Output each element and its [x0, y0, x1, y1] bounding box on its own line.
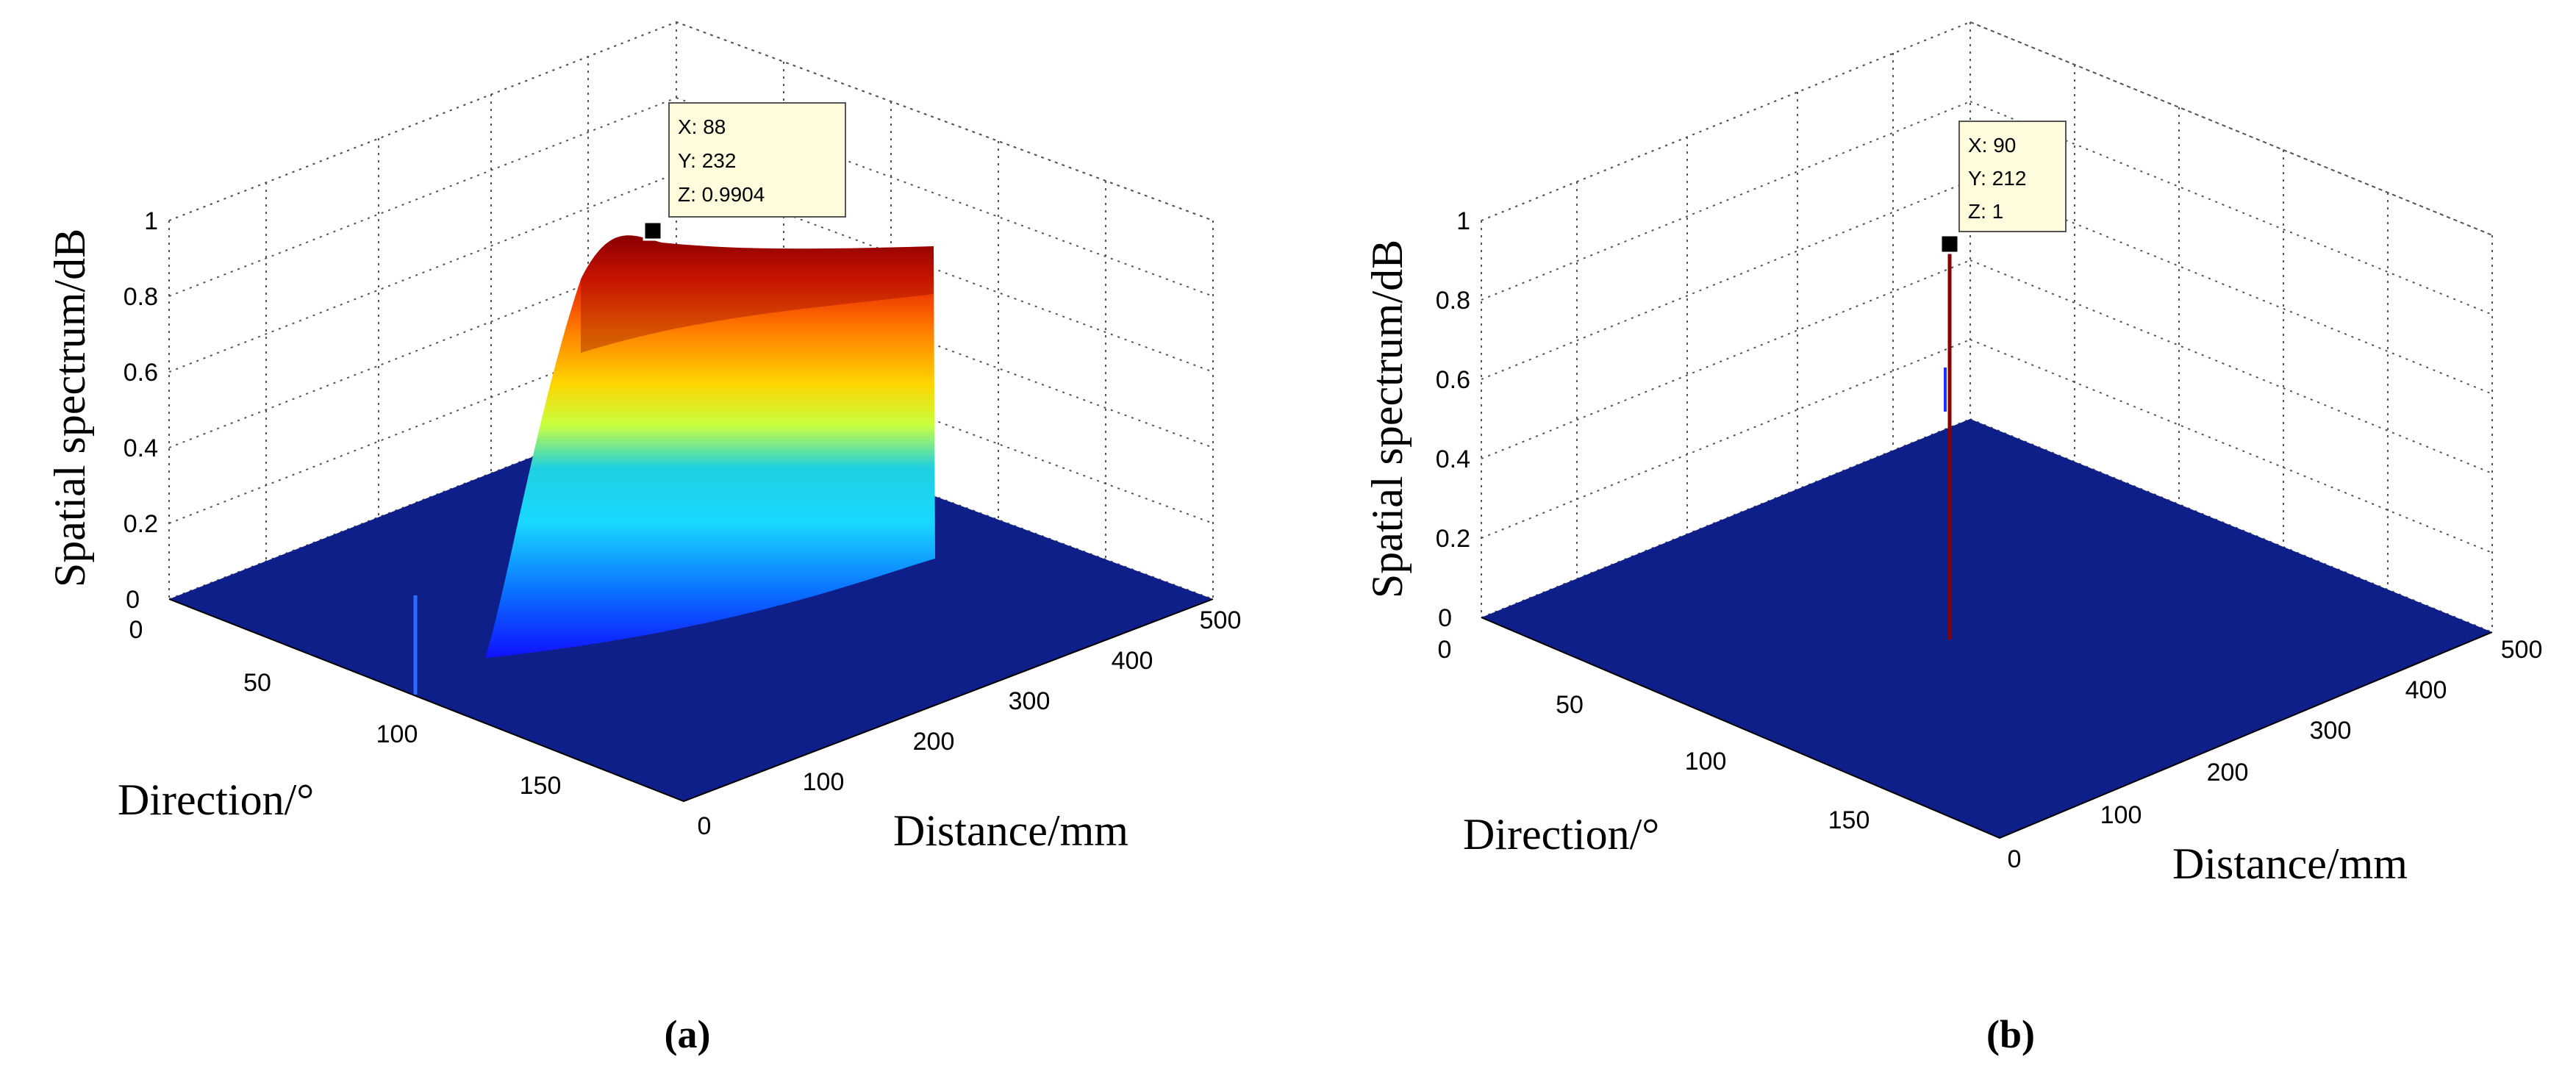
panel-a-z-tick: 0 — [126, 586, 140, 614]
panel-a-datatip-marker — [643, 221, 663, 241]
panel-b-z-ticks: 0 0.2 0.4 0.6 0.8 1 — [1436, 207, 1470, 632]
panel-b-x-tick: 100 — [1685, 748, 1727, 775]
panel-b-z-tick: 0.4 — [1436, 445, 1470, 473]
panel-b: 0 0.2 0.4 0.6 0.8 1 0 50 100 150 0 100 2… — [1363, 21, 2543, 1056]
panel-b-floor — [1481, 419, 2492, 838]
panel-a-y-tick: 200 — [913, 728, 955, 756]
panel-b-datatip-x: X: 90 — [1968, 134, 2016, 157]
panel-b-xlabel: Direction/° — [1463, 810, 1659, 859]
panel-a-x-tick: 100 — [376, 720, 418, 748]
panel-b-z-tick: 0.8 — [1436, 287, 1470, 315]
panel-b-y-tick: 300 — [2310, 717, 2352, 745]
panel-b-z-tick: 0.2 — [1436, 525, 1470, 553]
panel-b-y-ticks: 0 100 200 300 400 500 — [2008, 636, 2543, 873]
panel-a-datatip-y: Y: 232 — [678, 149, 736, 172]
panel-b-z-tick: 0.6 — [1436, 366, 1470, 394]
panel-a-z-tick: 0.2 — [124, 510, 158, 538]
panel-a-datatip-box — [668, 102, 846, 218]
panel-a-z-ticks: 0 0.2 0.4 0.6 0.8 1 — [124, 207, 158, 614]
panel-a-z-tick: 0.4 — [124, 434, 158, 462]
panel-b-y-tick: 400 — [2405, 676, 2447, 704]
panel-a-y-tick: 0 — [698, 812, 712, 840]
panel-a-y-ticks: 0 100 200 300 400 500 — [698, 606, 1242, 840]
panel-a-label: (a) — [665, 1012, 711, 1056]
panel-a-x-tick: 50 — [243, 669, 271, 697]
panel-b-x-tick: 150 — [1828, 806, 1870, 834]
panel-b-y-tick: 100 — [2100, 801, 2142, 829]
panel-b-x-ticks: 0 50 100 150 — [1438, 636, 1870, 834]
panel-a-z-tick: 0.8 — [124, 283, 158, 311]
panel-b-z-tick: 0 — [1438, 604, 1452, 632]
panel-a-grid — [168, 21, 1214, 600]
panel-b-x-tick: 50 — [1556, 691, 1584, 719]
panel-a-axes — [168, 598, 1214, 803]
panel-a-x-ticks: 0 50 100 150 — [129, 616, 562, 800]
panel-b-datatip-marker — [1939, 234, 1960, 254]
panel-b-y-tick: 0 — [2008, 845, 2022, 873]
panel-a-y-tick: 300 — [1009, 687, 1051, 715]
panel-b-zlabel: Spatial spectrum/dB — [1363, 240, 1412, 598]
panel-a-x-tick: 150 — [520, 772, 562, 800]
panel-b-y-tick: 200 — [2207, 759, 2249, 787]
panel-b-z-tick: 1 — [1456, 207, 1470, 235]
panel-a-x-tick: 0 — [129, 616, 143, 644]
panel-b-datatip[interactable]: X: 90 Y: 212 Z: 1 — [1939, 121, 2067, 254]
panel-b-x-tick: 0 — [1438, 636, 1452, 664]
panel-a: 0 0.2 0.4 0.6 0.8 1 0 50 100 150 0 100 2… — [46, 21, 1242, 1056]
panel-a-datatip-x: X: 88 — [678, 115, 726, 138]
panel-b-datatip-box — [1958, 121, 2067, 232]
panel-a-datatip-z: Z: 0.9904 — [678, 183, 765, 206]
panel-a-surface — [485, 235, 935, 659]
panel-a-y-tick: 500 — [1200, 606, 1242, 634]
panel-b-datatip-y: Y: 212 — [1968, 167, 2026, 190]
panel-a-y-tick: 100 — [803, 768, 845, 796]
panel-a-xlabel: Direction/° — [118, 775, 314, 824]
panel-a-ylabel: Distance/mm — [893, 806, 1128, 855]
panel-a-datatip[interactable]: X: 88 Y: 232 Z: 0.9904 — [643, 102, 846, 241]
panel-a-z-tick: 0.6 — [124, 359, 158, 387]
panel-a-z-tick: 1 — [144, 207, 158, 235]
panel-b-y-tick: 500 — [2501, 636, 2543, 664]
panel-a-surface-shade — [581, 235, 934, 353]
panel-b-axes — [1481, 617, 2493, 839]
panel-b-datatip-z: Z: 1 — [1968, 200, 2003, 223]
panel-a-zlabel: Spatial spectrum/dB — [46, 229, 94, 587]
panel-b-label: (b) — [1986, 1012, 2035, 1056]
panel-a-y-tick: 400 — [1112, 647, 1153, 675]
panel-b-ylabel: Distance/mm — [2172, 839, 2408, 888]
